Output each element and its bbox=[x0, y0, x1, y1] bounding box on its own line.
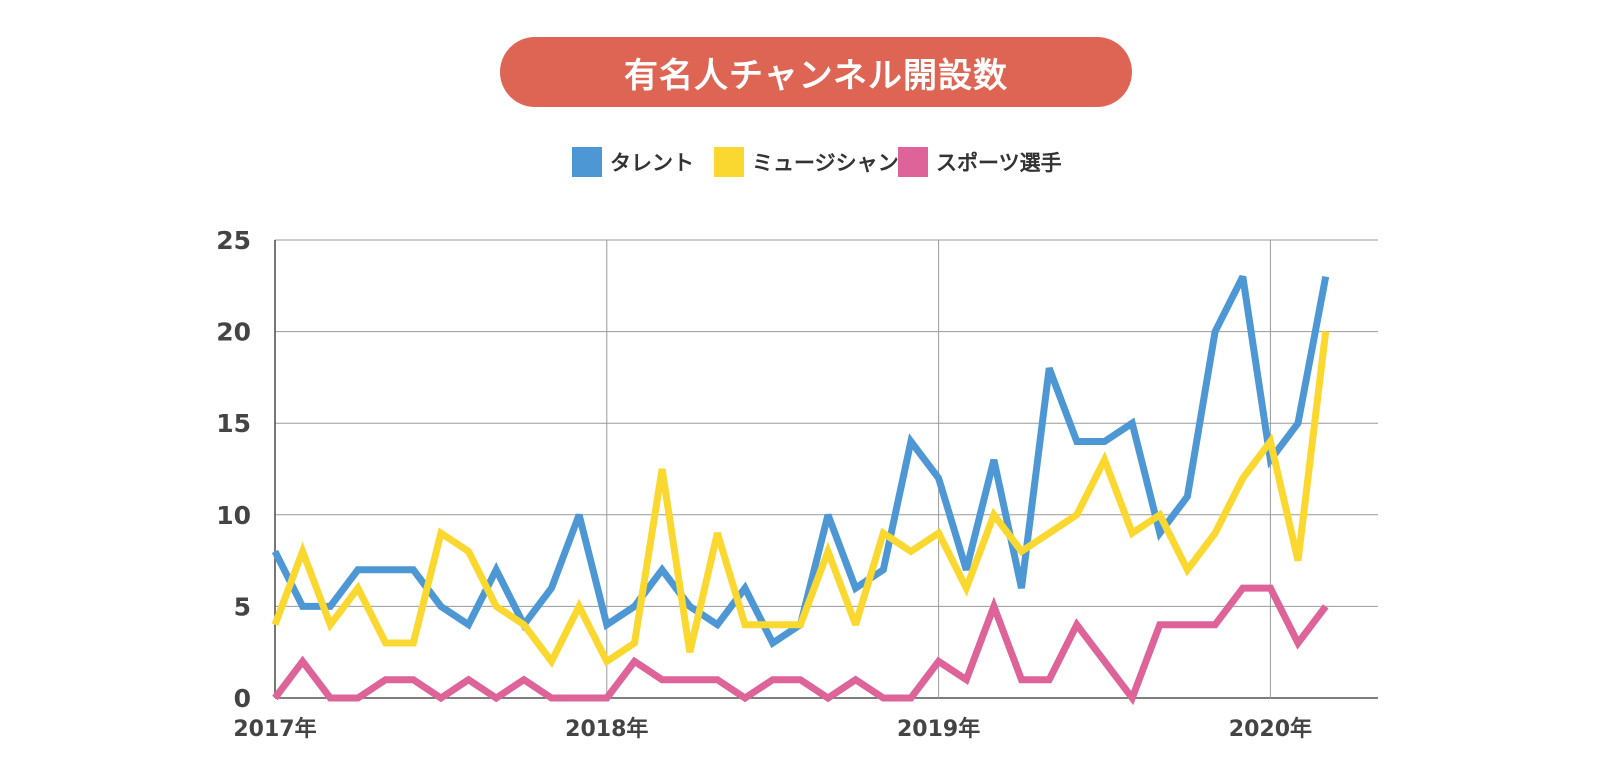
y-tick-label: 0 bbox=[234, 684, 251, 713]
grid bbox=[274, 239, 1378, 699]
y-tick-label: 25 bbox=[216, 226, 251, 255]
legend-item-musician: ミュージシャン bbox=[714, 147, 899, 177]
legend-label-musician: ミュージシャン bbox=[752, 151, 899, 175]
series-line-2 bbox=[272, 584, 1329, 706]
y-tick-label: 10 bbox=[216, 501, 251, 530]
chart-title: 有名人チャンネル開設数 bbox=[624, 55, 1008, 96]
legend-swatch-talent bbox=[572, 147, 602, 177]
y-tick-label: 15 bbox=[216, 409, 251, 438]
series-lines bbox=[271, 275, 1330, 706]
chart-title-banner: 有名人チャンネル開設数 bbox=[500, 37, 1132, 107]
chart-legend: タレント ミュージシャン スポーツ選手 bbox=[0, 147, 1600, 177]
legend-swatch-musician bbox=[714, 147, 744, 177]
y-tick-label: 20 bbox=[216, 318, 251, 347]
x-tick-label: 2017年 bbox=[233, 716, 316, 742]
x-tick-label: 2018年 bbox=[565, 716, 648, 742]
series-line-1 bbox=[271, 331, 1330, 669]
x-tick-label: 2020年 bbox=[1229, 716, 1312, 742]
legend-item-talent: タレント bbox=[572, 147, 694, 177]
axes: 0 5 10 15 20 25 2017年 2018年 2019年 2020年 bbox=[216, 226, 1312, 742]
legend-label-talent: タレント bbox=[610, 151, 694, 175]
x-tick-label: 2019年 bbox=[897, 716, 980, 742]
legend-swatch-athlete bbox=[898, 147, 928, 177]
legend-label-athlete: スポーツ選手 bbox=[936, 151, 1062, 175]
y-tick-label: 5 bbox=[234, 592, 251, 621]
legend-item-athlete: スポーツ選手 bbox=[898, 147, 1062, 177]
